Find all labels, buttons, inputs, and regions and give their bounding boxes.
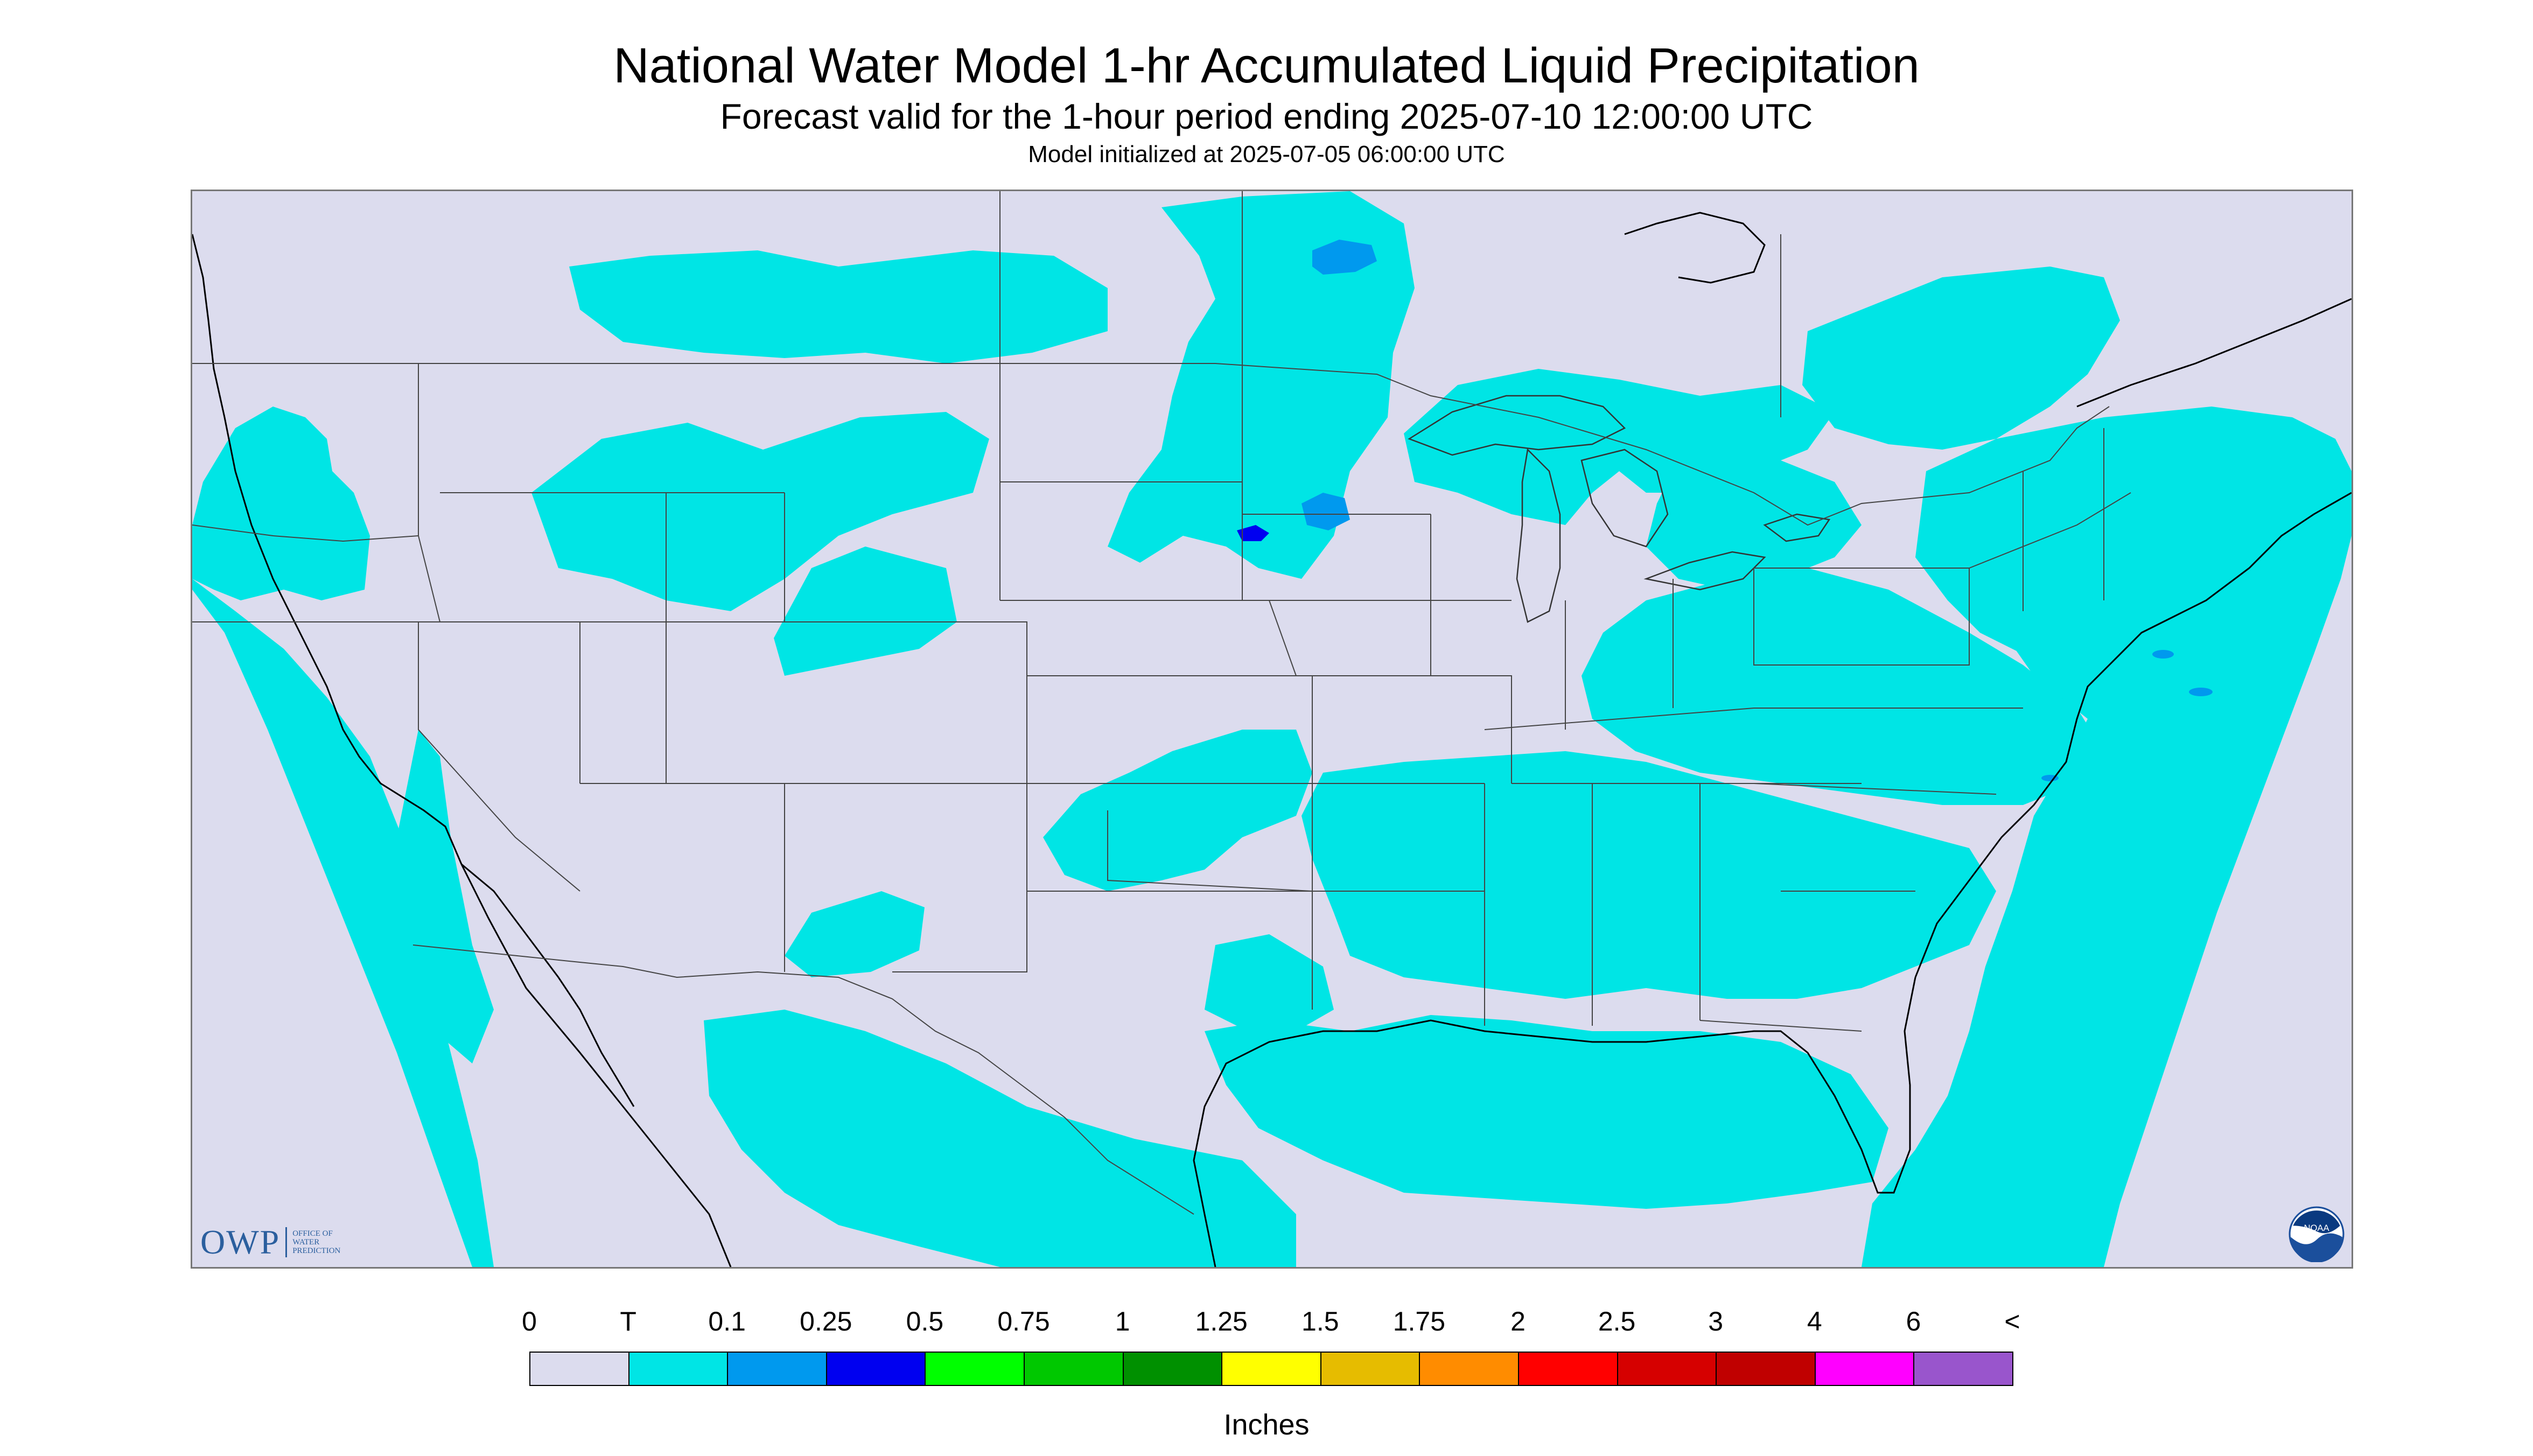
legend-label: 0 <box>522 1306 537 1336</box>
state-line-dakotas <box>999 363 1242 600</box>
lake-huron <box>1580 449 1669 548</box>
precip-region-northern-rockies <box>531 412 989 611</box>
state-line-virginia-carolinas <box>1753 708 2023 892</box>
precip-region-gulf-coast-florida <box>1205 1015 1888 1209</box>
legend-label: 0.1 <box>708 1306 746 1336</box>
coastline-hudson-bay <box>1624 212 1766 284</box>
precip-region-mexico <box>704 1010 1296 1267</box>
precip-region-atlantic-ocean <box>1862 536 2352 1267</box>
noaa-logo-text: NOAA <box>2304 1223 2329 1233</box>
legend-swatch <box>825 1352 926 1386</box>
precip-region-northern-plains <box>774 547 957 676</box>
coastline-atlantic <box>1914 492 2352 978</box>
legend-label: 0.75 <box>997 1306 1050 1336</box>
legend-label: 4 <box>1807 1306 1822 1336</box>
lake-michigan <box>1516 448 1561 623</box>
legend-label: 0.25 <box>800 1306 852 1336</box>
legend-swatch <box>1024 1352 1124 1386</box>
state-line-mississippi-alabama <box>1484 783 1701 1026</box>
legend-swatch <box>1518 1352 1618 1386</box>
legend-swatch <box>628 1352 729 1386</box>
noaa-logo-icon: NOAA <box>2289 1206 2345 1262</box>
color-legend: 0 T 0.1 0.25 0.5 0.75 1 1.25 1.5 1.75 2 2.5 3 4 6 < Inc… <box>0 1292 2533 1454</box>
legend-label: 1.25 <box>1195 1306 1248 1336</box>
precip-region-pacific-northwest <box>192 407 370 600</box>
legend-units: Inches <box>1223 1409 1310 1441</box>
precip-region-southern-canadian-prairies <box>569 250 1108 363</box>
legend-label: 3 <box>1708 1306 1724 1336</box>
precip-region-nebraska-iowa-spot <box>1237 525 1269 541</box>
precip-region-atlantic-spot-1 <box>2152 650 2174 659</box>
legend-label: 0.5 <box>906 1306 944 1336</box>
state-line-georgia-florida <box>1699 1020 1862 1032</box>
legend-swatch <box>1419 1352 1519 1386</box>
precipitation-map <box>191 190 2353 1269</box>
legend-swatch <box>1617 1352 1717 1386</box>
legend-label: < <box>2004 1306 2020 1336</box>
precip-region-texas-coast <box>1205 934 1334 1031</box>
state-line-minnesota <box>1242 363 1431 600</box>
precip-region-pacific-offshore <box>192 579 494 1267</box>
map-subtitle: Forecast valid for the 1-hour period end… <box>720 96 1813 136</box>
lake-erie <box>1643 551 1766 591</box>
state-line-washington-oregon <box>192 524 419 542</box>
precip-region-nebraska-minnesota-core <box>1302 493 1350 530</box>
precip-region-mid-atlantic-ohio-valley <box>1582 568 2104 805</box>
map-title: National Water Model 1-hr Accumulated Li… <box>613 38 1920 93</box>
legend-swatch <box>529 1352 629 1386</box>
state-line-indiana-ohio <box>1565 579 1674 730</box>
legend-label: 1 <box>1115 1306 1130 1336</box>
coastline-gulf-of-mexico <box>1193 977 1916 1267</box>
legend-swatch <box>1122 1352 1223 1386</box>
precip-region-new-mexico-texas <box>785 891 925 977</box>
owp-wordmark: OWP <box>200 1223 281 1261</box>
precip-region-great-lakes <box>1646 450 1862 590</box>
precip-region-ontario <box>1404 369 1835 525</box>
owp-logo: OWP OFFICE OF WATER PREDICTION <box>200 1222 357 1262</box>
legend-swatch <box>1320 1352 1421 1386</box>
precip-region-manitoba-core <box>1312 240 1377 275</box>
owp-divider <box>285 1227 288 1257</box>
us-canada-border <box>192 363 2110 526</box>
state-line-new-mexico <box>785 783 1027 972</box>
precip-region-central-plains <box>1043 730 1312 891</box>
legend-swatch <box>925 1352 1025 1386</box>
legend-swatch <box>1913 1352 2013 1386</box>
legend-label: 6 <box>1906 1306 1921 1336</box>
legend-swatch <box>727 1352 827 1386</box>
state-line-california-nevada <box>418 622 580 892</box>
state-line-idaho-montana <box>418 363 440 622</box>
precip-region-southeast <box>1302 751 1996 999</box>
owp-subtext: OFFICE OF WATER PREDICTION <box>292 1229 341 1255</box>
coastline-st-lawrence <box>2076 298 2352 408</box>
coastline-baja <box>461 863 635 1107</box>
legend-swatch <box>1221 1352 1321 1386</box>
legend-label: T <box>620 1306 636 1336</box>
coastline-pacific <box>192 234 732 1267</box>
precip-region-northeast <box>1915 407 2352 676</box>
us-mexico-border <box>412 944 1194 1215</box>
state-line-pennsylvania <box>1753 568 1970 666</box>
lake-superior <box>1408 395 1626 456</box>
model-init-time: Model initialized at 2025-07-05 06:00:00… <box>1028 141 1505 167</box>
state-line-wisconsin-illinois <box>1430 514 1512 783</box>
state-line-new-york-new-england <box>1969 428 2131 611</box>
state-line-wyoming <box>666 493 785 622</box>
lake-ontario <box>1763 513 1831 542</box>
legend-label: 1.5 <box>1302 1306 1339 1336</box>
legend-swatch <box>1814 1352 1915 1386</box>
legend-label: 2.5 <box>1598 1306 1636 1336</box>
state-line-texas <box>1027 891 1313 1010</box>
legend-label: 2 <box>1510 1306 1526 1336</box>
precip-region-quebec <box>1802 267 2120 450</box>
legend-label: 1.75 <box>1393 1306 1446 1336</box>
province-line-manitoba <box>999 191 1243 363</box>
legend-swatch <box>1716 1352 1816 1386</box>
state-line-kentucky-tennessee <box>1484 708 1862 784</box>
precip-region-atlantic-spot-2 <box>2189 688 2213 696</box>
